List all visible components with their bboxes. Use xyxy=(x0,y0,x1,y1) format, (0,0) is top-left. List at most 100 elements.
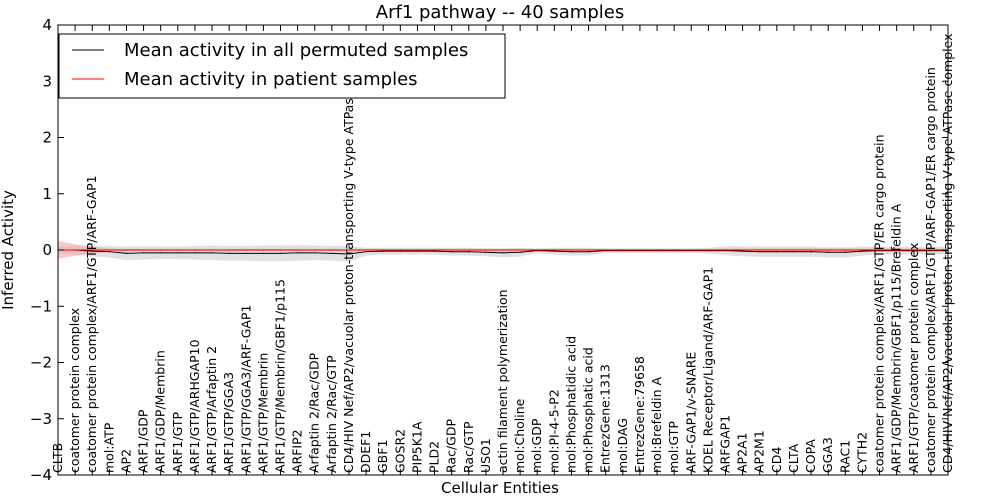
x-category-label: Rac/GDP xyxy=(444,419,459,473)
x-category-label: coatomer protein complex/ARF1/GTP/ARF-GA… xyxy=(923,67,938,473)
x-category-label: CD4 xyxy=(769,447,784,473)
x-category-label: ARF1/GDP/Membrin/GBF1/p115/Brefeldin A xyxy=(889,203,904,473)
point-series-1-12 xyxy=(262,252,264,254)
point-series-2-31 xyxy=(587,249,590,251)
x-category-label: ARF-GAP1/v-SNARE xyxy=(683,352,698,473)
x-category-label: Rac/GTP xyxy=(461,421,476,473)
x-category-label: ARF1/GTP/Membrin xyxy=(255,353,270,473)
x-category-label: KDEL Receptor/Ligand/ARF-GAP1 xyxy=(700,267,715,473)
x-category-label: GGA3 xyxy=(820,437,835,473)
point-series-2-48 xyxy=(878,249,881,251)
point-series-1-10 xyxy=(228,252,230,254)
point-series-2-46 xyxy=(844,249,846,251)
plot-area xyxy=(57,241,949,262)
point-series-2-1 xyxy=(74,249,76,251)
x-category-label: mol:GTP xyxy=(666,421,681,473)
point-series-1-13 xyxy=(279,252,282,254)
x-category-label: mol:Choline xyxy=(512,398,527,473)
point-series-2-39 xyxy=(724,249,727,251)
x-category-label: ARF1/GTP/GGA3/ARF-GAP1 xyxy=(238,305,253,473)
point-series-2-30 xyxy=(570,249,573,251)
point-series-1-6 xyxy=(160,252,162,254)
point-series-1-14 xyxy=(297,252,299,254)
point-series-2-45 xyxy=(827,249,829,251)
x-category-label: mol:GDP xyxy=(529,418,544,473)
x-category-label: EntrezGene:1313 xyxy=(598,364,613,473)
point-series-1-5 xyxy=(142,252,145,254)
point-series-1-18 xyxy=(365,251,367,253)
legend: Mean activity in all permuted samples Me… xyxy=(58,33,506,99)
x-category-label: AP2A1 xyxy=(735,432,750,473)
point-series-2-22 xyxy=(433,249,436,251)
point-series-2-21 xyxy=(416,249,419,251)
x-category-label: CLTA xyxy=(786,443,801,473)
point-series-2-34 xyxy=(639,249,641,251)
point-series-2-41 xyxy=(759,249,761,251)
y-tick-label: −2 xyxy=(30,354,52,372)
point-series-1-44 xyxy=(810,251,812,253)
y-axis-title: Inferred Activity xyxy=(0,190,17,310)
point-series-2-36 xyxy=(673,249,675,251)
point-series-1-40 xyxy=(742,250,744,252)
point-series-1-30 xyxy=(570,251,573,253)
point-series-2-43 xyxy=(793,249,795,251)
point-series-1-4 xyxy=(125,252,128,254)
point-series-2-37 xyxy=(690,249,692,251)
x-category-label: ARF1/GTP/Arfaptin 2 xyxy=(204,346,219,473)
point-series-2-8 xyxy=(194,249,196,251)
y-tick-label: 4 xyxy=(42,16,52,34)
x-category-label: CD4/HIV Nef/AP2/vacuolar proton-transpor… xyxy=(940,34,955,474)
point-series-2-12 xyxy=(262,249,264,251)
point-series-1-22 xyxy=(433,250,436,252)
point-series-2-32 xyxy=(605,249,607,251)
x-category-label: CD4/HIV Nef/AP2/vacuolar proton-transpor… xyxy=(341,34,356,474)
point-series-1-20 xyxy=(399,250,401,252)
point-series-2-18 xyxy=(365,249,367,251)
x-category-label: COPA xyxy=(803,439,818,473)
point-series-1-46 xyxy=(844,251,846,253)
point-series-1-43 xyxy=(793,251,795,253)
x-category-label: CLTB xyxy=(50,443,65,473)
point-series-2-6 xyxy=(160,249,162,251)
point-series-2-51 xyxy=(930,249,932,251)
point-series-1-17 xyxy=(348,253,350,255)
point-series-2-28 xyxy=(536,249,538,251)
x-category-label: Arfaptin 2/Rac/GTP xyxy=(324,355,339,473)
point-series-2-29 xyxy=(553,249,555,251)
point-series-2-14 xyxy=(297,249,299,251)
point-series-2-17 xyxy=(348,249,350,251)
point-series-2-9 xyxy=(211,249,213,251)
point-series-2-15 xyxy=(314,249,316,251)
point-series-2-50 xyxy=(913,249,915,251)
x-category-label: mol:DAG xyxy=(615,418,630,473)
x-category-label: coatomer protein complex/ARF1/GTP/ARF-GA… xyxy=(84,175,99,473)
point-series-1-23 xyxy=(451,251,453,253)
point-series-2-25 xyxy=(485,249,487,251)
x-category-label: GBF1 xyxy=(375,440,390,473)
x-category-label: EntrezGene:79658 xyxy=(632,356,647,473)
x-category-label: mol:Phosphatidic acid xyxy=(563,336,578,473)
y-axis: −4 −3 −2 −1 0 1 2 3 4 xyxy=(30,16,948,484)
y-tick-label: 1 xyxy=(42,185,52,203)
point-series-1-45 xyxy=(827,251,829,253)
y-tick-label: 3 xyxy=(42,72,52,90)
x-category-label: USO1 xyxy=(478,438,493,473)
point-series-2-13 xyxy=(279,249,282,251)
point-series-2-26 xyxy=(502,249,504,251)
x-category-label: GOSR2 xyxy=(392,429,407,473)
x-category-label: RAC1 xyxy=(837,440,852,473)
point-series-2-3 xyxy=(108,249,110,251)
x-category-label: ARF1/GTP xyxy=(170,412,185,473)
x-category-label: ARF1/GTP/ARHGAP10 xyxy=(187,339,202,473)
point-series-2-27 xyxy=(519,249,521,251)
point-series-1-21 xyxy=(416,250,419,252)
x-category-label: ARF1/GDP/Membrin xyxy=(153,350,168,473)
y-tick-label: 0 xyxy=(42,241,52,259)
point-series-1-16 xyxy=(331,252,333,254)
x-category-label: ARF1/GDP xyxy=(136,409,151,473)
point-series-2-7 xyxy=(177,249,179,251)
point-series-2-38 xyxy=(707,249,709,251)
x-category-label: mol:Brefeldin A xyxy=(649,376,664,473)
point-series-1-11 xyxy=(245,252,247,254)
x-category-label: PIP5K1A xyxy=(409,421,424,473)
